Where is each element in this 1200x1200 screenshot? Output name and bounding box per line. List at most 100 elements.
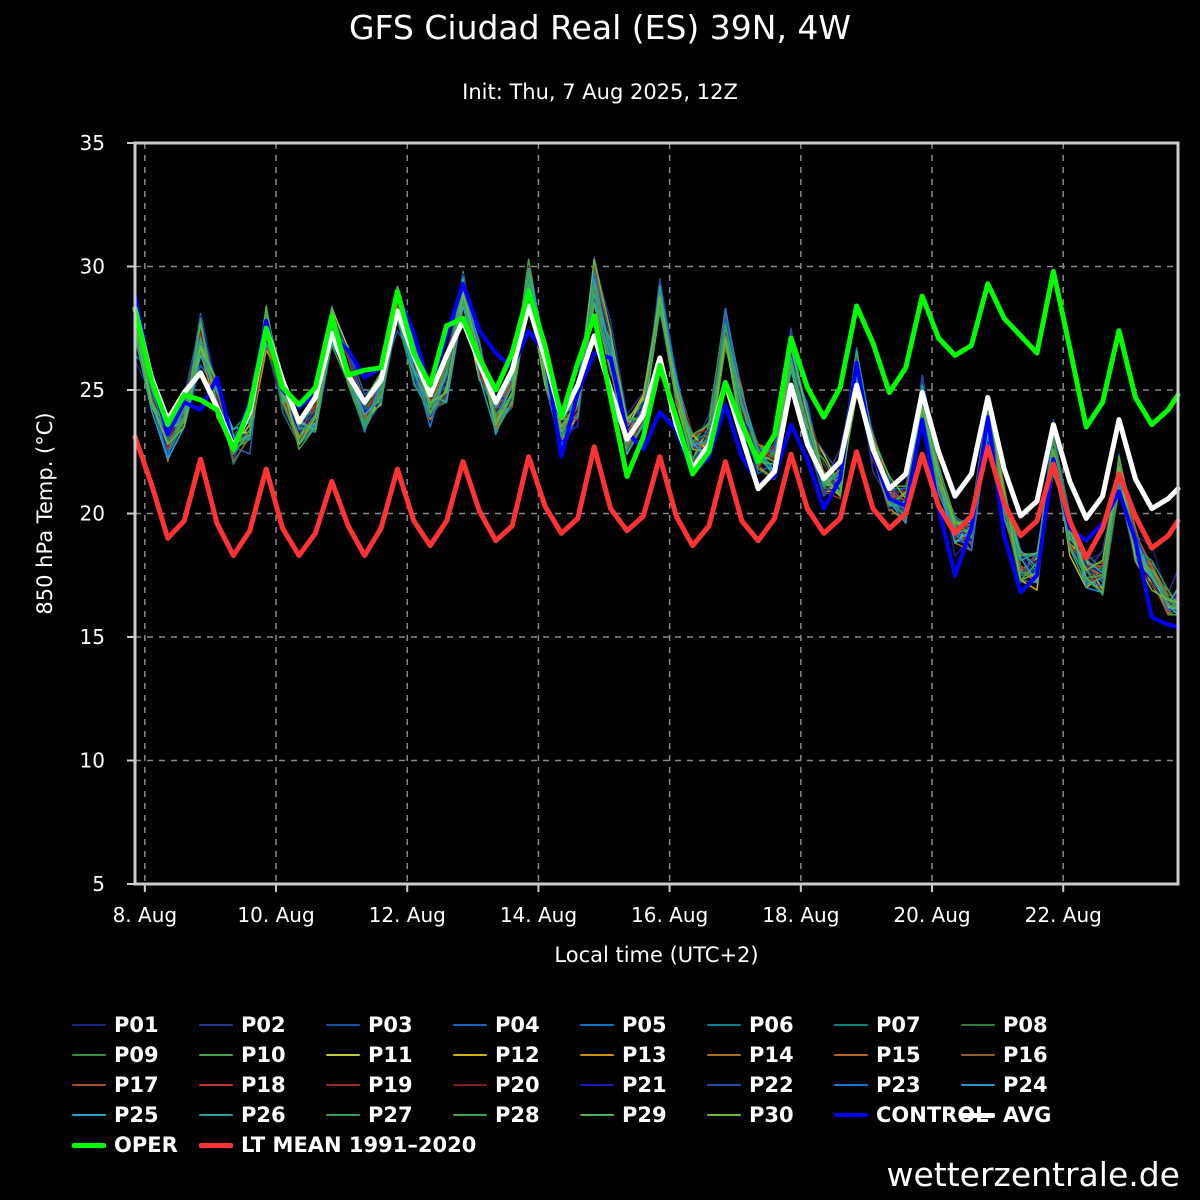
- legend-label: P26: [241, 1103, 286, 1127]
- legend-label: P17: [114, 1073, 159, 1097]
- y-tick-label: 5: [92, 872, 105, 896]
- legend-label: P08: [1003, 1013, 1048, 1037]
- legend-swatch: [580, 1024, 614, 1026]
- legend-label: P22: [749, 1073, 794, 1097]
- legend-label: P09: [114, 1043, 159, 1067]
- legend-swatch: [453, 1054, 487, 1056]
- legend-item: P16: [961, 1040, 1048, 1070]
- legend-swatch: [326, 1024, 360, 1026]
- series-line-avg: [132, 303, 1181, 521]
- legend-swatch: [834, 1054, 868, 1056]
- legend-label: P21: [622, 1073, 667, 1097]
- legend-swatch: [834, 1024, 868, 1026]
- legend-item: P24: [961, 1070, 1048, 1100]
- y-axis-label: 850 hPa Temp. (°C): [33, 412, 57, 614]
- legend-item: P09: [72, 1040, 159, 1070]
- x-tick-label: 18. Aug: [762, 903, 839, 927]
- legend-label: P07: [876, 1013, 921, 1037]
- x-tick-label: 12. Aug: [369, 903, 446, 927]
- legend-swatch: [72, 1024, 106, 1026]
- legend-swatch: [72, 1142, 106, 1148]
- legend-item: P19: [326, 1070, 413, 1100]
- legend-label: P14: [749, 1043, 794, 1067]
- legend-label: P10: [241, 1043, 286, 1067]
- legend-swatch: [199, 1084, 233, 1086]
- y-tick-label: 10: [80, 749, 105, 773]
- legend-swatch: [199, 1024, 233, 1026]
- legend-item: P01: [72, 1010, 159, 1040]
- y-tick-label: 35: [80, 131, 105, 155]
- legend-swatch: [326, 1054, 360, 1056]
- legend-swatch: [199, 1142, 233, 1148]
- x-axis-label: Local time (UTC+2): [554, 943, 758, 967]
- legend-item: P10: [199, 1040, 286, 1070]
- temperature-chart: 5 10 15 20 25 30 35 8. Aug 10. Aug 12. Aug 14. Aug…: [33, 131, 1181, 967]
- legend-label: P24: [1003, 1073, 1048, 1097]
- x-tick-label: 16. Aug: [631, 903, 708, 927]
- legend-swatch: [326, 1114, 360, 1116]
- legend-swatch: [580, 1054, 614, 1056]
- legend-item: P05: [580, 1010, 667, 1040]
- legend-item: P13: [580, 1040, 667, 1070]
- legend-label: P25: [114, 1103, 159, 1127]
- legend-swatch: [961, 1054, 995, 1056]
- legend-swatch: [72, 1084, 106, 1086]
- legend-swatch: [834, 1084, 868, 1086]
- chart-subtitle: Init: Thu, 7 Aug 2025, 12Z: [462, 80, 738, 104]
- legend-swatch: [580, 1084, 614, 1086]
- legend-item: P20: [453, 1070, 540, 1100]
- legend-swatch: [961, 1112, 995, 1118]
- legend-swatch: [326, 1084, 360, 1086]
- legend-label: P06: [749, 1013, 794, 1037]
- legend-item: P08: [961, 1010, 1048, 1040]
- legend-item: P03: [326, 1010, 413, 1040]
- legend-label: OPER: [114, 1133, 178, 1157]
- y-tick-label: 15: [80, 625, 105, 649]
- legend-label: P02: [241, 1013, 286, 1037]
- legend-swatch: [961, 1024, 995, 1026]
- x-tick-label: 14. Aug: [500, 903, 577, 927]
- legend-label: P29: [622, 1103, 667, 1127]
- y-tick-label: 25: [80, 378, 105, 402]
- legend-item: P18: [199, 1070, 286, 1100]
- legend-swatch: [199, 1054, 233, 1056]
- legend-item: P25: [72, 1100, 159, 1130]
- legend-item: P07: [834, 1010, 921, 1040]
- series-line-oper: [132, 268, 1181, 479]
- legend-item: P12: [453, 1040, 540, 1070]
- legend-label: P23: [876, 1073, 921, 1097]
- legend-item: LT MEAN 1991–2020: [199, 1130, 476, 1160]
- legend-item: AVG: [961, 1100, 1051, 1130]
- legend-label: P15: [876, 1043, 921, 1067]
- series-line-lt-mean-1991-2020: [132, 434, 1181, 561]
- y-tick-label: 30: [80, 255, 105, 279]
- legend-swatch: [580, 1114, 614, 1116]
- legend-swatch: [707, 1054, 741, 1056]
- legend-label: P27: [368, 1103, 413, 1127]
- legend-label: P18: [241, 1073, 286, 1097]
- legend-item: P02: [199, 1010, 286, 1040]
- legend-label: P30: [749, 1103, 794, 1127]
- legend-item: P17: [72, 1070, 159, 1100]
- legend-label: AVG: [1003, 1103, 1052, 1127]
- legend-item: P28: [453, 1100, 540, 1130]
- legend-label: P20: [495, 1073, 540, 1097]
- x-tick-label: 10. Aug: [237, 903, 314, 927]
- legend-item: P14: [707, 1040, 794, 1070]
- legend-label: P11: [368, 1043, 413, 1067]
- series-line-control: [133, 281, 1180, 630]
- legend-swatch: [707, 1024, 741, 1026]
- legend-swatch: [453, 1024, 487, 1026]
- series-line-p29: [134, 283, 1179, 611]
- legend-label: P13: [622, 1043, 667, 1067]
- legend-swatch: [961, 1084, 995, 1086]
- legend-item: P04: [453, 1010, 540, 1040]
- legend-item: P30: [707, 1100, 794, 1130]
- series-line-p28: [134, 270, 1179, 611]
- chart-title: GFS Ciudad Real (ES) 39N, 4W: [348, 8, 852, 47]
- legend-swatch: [72, 1114, 106, 1116]
- legend-label: P12: [495, 1043, 540, 1067]
- x-tick-label: 22. Aug: [1025, 903, 1102, 927]
- y-tick-label: 20: [80, 502, 105, 526]
- legend-swatch: [72, 1054, 106, 1056]
